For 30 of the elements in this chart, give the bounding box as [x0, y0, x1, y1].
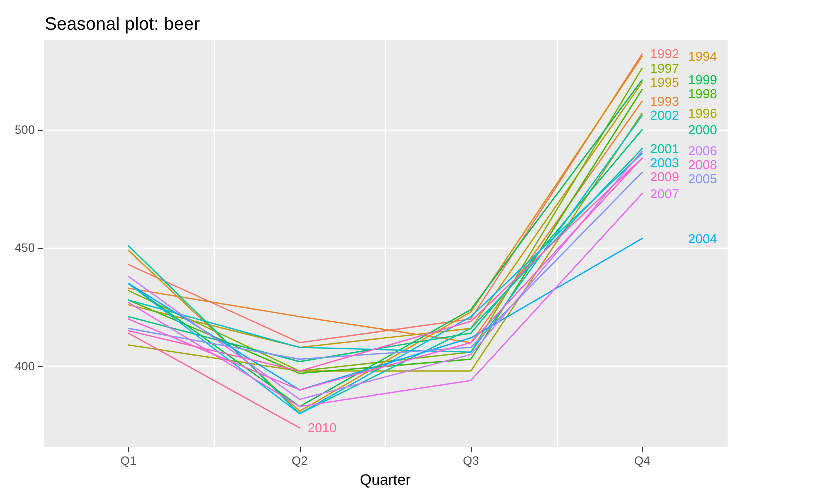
series-label: 2010 [308, 420, 337, 436]
chart-title: Seasonal plot: beer [45, 14, 200, 34]
text: 1996 [688, 106, 718, 121]
x-tick-label: Q1 [120, 454, 137, 468]
text: 2005 [688, 172, 718, 187]
line-series [128, 238, 644, 391]
x-tick-label: Q2 [292, 454, 308, 468]
y-tick-label: 400 [14, 360, 36, 374]
series-label: 1997 [650, 60, 680, 76]
series-label: 2002 [650, 108, 680, 124]
text: 2006 [688, 144, 718, 159]
x-tick-label: Q3 [463, 454, 480, 468]
x-axis-title: Quarter [360, 472, 411, 489]
series-label: 2001 [650, 141, 680, 156]
text: 1998 [688, 86, 718, 102]
text: 2004 [688, 231, 718, 246]
text: 2000 [688, 122, 718, 138]
text: 1999 [688, 72, 718, 88]
series-label: 2003 [650, 155, 680, 170]
text: 2008 [688, 158, 718, 173]
line-series [128, 193, 644, 408]
text: 1994 [688, 49, 718, 64]
series-label: 1992 [650, 46, 680, 62]
series-label: 2009 [650, 169, 680, 184]
y-tick-label: 500 [14, 122, 36, 137]
series-label: 2007 [650, 186, 680, 202]
y-tick-label: 450 [14, 241, 36, 256]
series-label: 1993 [650, 94, 680, 110]
x-tick-label: Q4 [634, 454, 651, 468]
series-label: 1995 [650, 75, 680, 90]
